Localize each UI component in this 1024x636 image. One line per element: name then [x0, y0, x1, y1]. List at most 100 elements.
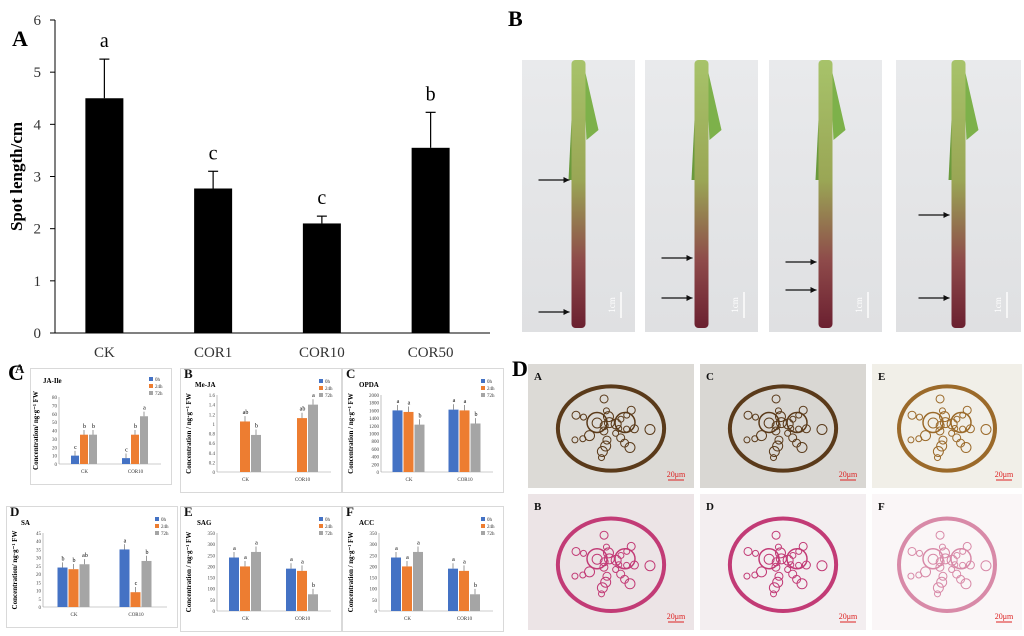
y-tick-label: 40	[52, 430, 58, 435]
cell-shape	[584, 430, 596, 442]
legend-swatch	[481, 531, 485, 535]
subpanel-c-letter: C	[346, 366, 356, 381]
y-tick-label: 150	[370, 577, 378, 582]
legend-label: 0h	[155, 378, 161, 383]
cell-shape	[602, 543, 610, 551]
significance-letter: b	[146, 550, 149, 556]
bar	[286, 568, 296, 611]
significance-letter: a	[244, 555, 247, 561]
cell-shape	[932, 582, 944, 594]
y-tick-label: 350	[208, 532, 216, 537]
panel-c-label: C	[8, 360, 24, 385]
cell-shape	[927, 417, 939, 429]
bar	[413, 551, 423, 611]
bar	[240, 566, 250, 611]
bar	[79, 564, 90, 607]
y-tick-label: 5	[39, 598, 42, 603]
y-tick-label: 1400	[369, 417, 380, 422]
legend-label: 72h	[161, 532, 169, 537]
micrograph-tile: 20μm C	[700, 364, 866, 488]
x-tick-label: COR10	[128, 470, 144, 475]
cell-shape	[768, 582, 780, 594]
cell-shape	[599, 530, 609, 540]
cell-shape	[980, 423, 992, 435]
significance-letter: b	[474, 583, 477, 589]
cell-shape	[938, 547, 950, 559]
vascular-bundle-shape	[897, 384, 997, 473]
legend-swatch	[319, 517, 323, 521]
cell-shape	[938, 411, 950, 423]
x-tick-label: COR10	[128, 613, 144, 618]
vascular-bundle-shape	[727, 384, 839, 473]
y-tick-label: 5	[34, 65, 42, 81]
legend-label: 24h	[487, 525, 495, 530]
significance-letter: c	[209, 142, 218, 164]
arrowhead-icon	[810, 259, 817, 265]
cell-shape	[916, 413, 924, 421]
micrograph-tile: 20μm D	[700, 494, 866, 630]
y-axis-label: Concentration / ng·g⁻¹ FW	[185, 532, 193, 613]
y-tick-label: 20	[36, 573, 42, 578]
significance-letter: a	[417, 540, 420, 546]
cell-shape	[598, 454, 606, 462]
cell-shape	[571, 410, 581, 420]
bar	[89, 434, 97, 464]
section-letter: C	[706, 371, 714, 383]
significance-letter: a	[463, 559, 466, 565]
cell-shape	[602, 435, 612, 445]
bar	[229, 557, 239, 611]
legend-swatch	[319, 386, 323, 390]
bar	[68, 569, 79, 607]
legend-swatch	[319, 379, 323, 383]
cell-shape	[932, 446, 944, 458]
cell-shape	[774, 571, 784, 581]
y-tick-label: 40	[36, 540, 42, 545]
arrowhead-icon	[810, 287, 817, 293]
cell-shape	[934, 454, 942, 462]
y-tick-label: 1.6	[209, 394, 216, 399]
cell-shape	[771, 530, 781, 540]
y-tick-label: 80	[52, 396, 58, 401]
significance-letter: a	[452, 557, 455, 563]
leaf-shape	[582, 60, 599, 140]
legend-label: 24h	[325, 387, 333, 392]
legend-label: 72h	[155, 392, 163, 397]
section-letter: B	[534, 501, 542, 513]
significance-letter: a	[408, 401, 411, 407]
chart-ja-ile: JA-Ile Concentration/ ng·g⁻¹ FW 0 10 20 30 40 5…	[15, 361, 172, 485]
micrograph-tile: 20μm E	[872, 364, 1022, 488]
y-tick-label: 4	[34, 117, 42, 133]
y-tick-label: 1	[34, 274, 42, 290]
significance-letter: b	[83, 424, 86, 430]
vessel-shape	[586, 411, 608, 434]
chart-sag: SAG Concentration / ng·g⁻¹ FW 0 50 100 150 200…	[180, 504, 342, 632]
cell-shape	[768, 446, 780, 458]
vessel-shape	[786, 547, 808, 570]
y-tick-label: 100	[208, 588, 216, 593]
x-tick-label: COR50	[408, 345, 454, 361]
x-tick-label: COR1	[194, 345, 232, 361]
y-tick-label: 100	[370, 588, 378, 593]
legend-label: 72h	[487, 532, 495, 537]
bar	[308, 594, 318, 611]
section-letter: A	[534, 371, 542, 383]
stem-photo: 1cm	[896, 60, 1021, 332]
scale-label: 20μm	[995, 470, 1014, 479]
chart-title: JA-Ile	[43, 377, 62, 385]
significance-letter: b	[426, 83, 436, 105]
vessel-shape	[786, 411, 808, 434]
cell-shape	[816, 423, 828, 435]
cell-shape	[743, 410, 753, 420]
cell-shape	[935, 426, 945, 436]
stem-photo: 1cm	[769, 60, 882, 332]
cell-shape	[956, 574, 966, 584]
cell-shape	[934, 590, 942, 598]
bar	[308, 404, 318, 472]
section-letter: D	[706, 501, 714, 513]
cell-shape	[770, 454, 778, 462]
bar	[240, 421, 250, 472]
significance-letter: b	[419, 413, 422, 419]
y-axis-label: Concentration / ng·g⁻¹ FW	[347, 532, 355, 613]
chart-title: SA	[21, 519, 30, 527]
cell-shape	[774, 407, 782, 415]
